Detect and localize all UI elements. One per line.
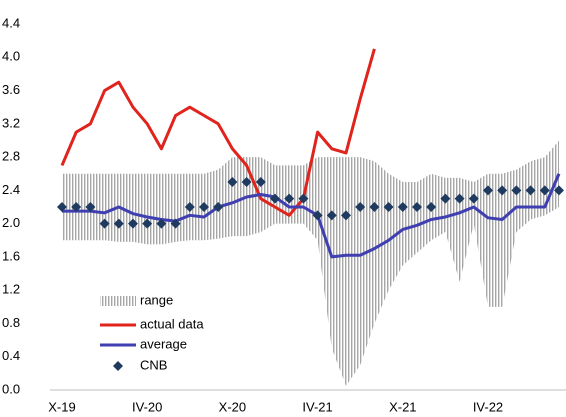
cnb-marker xyxy=(341,210,351,221)
y-tick-label: 3.6 xyxy=(2,82,20,97)
series-line xyxy=(60,48,376,217)
y-tick-label: 1.6 xyxy=(2,248,20,263)
cnb-marker xyxy=(142,218,153,229)
y-tick-label: 2.0 xyxy=(2,215,20,230)
cnb-marker xyxy=(426,202,437,212)
cnb-marker xyxy=(312,210,323,221)
x-tick-label: X-20 xyxy=(219,399,246,414)
x-tick-label: X-19 xyxy=(48,399,75,414)
range-band xyxy=(62,140,559,386)
cnb-marker xyxy=(326,210,337,221)
x-tick-label: IV-22 xyxy=(473,399,503,414)
legend-label: CNB xyxy=(140,357,167,372)
x-tick-label: X-21 xyxy=(389,399,416,414)
cnb-marker xyxy=(85,202,96,212)
cnb-marker xyxy=(170,218,181,229)
cnb-marker xyxy=(227,177,238,188)
cnb-marker xyxy=(539,185,550,196)
cnb-marker xyxy=(511,185,522,196)
y-tick-label: 1.2 xyxy=(2,282,20,297)
cnb-marker xyxy=(270,193,280,204)
cnb-marker xyxy=(213,202,224,212)
y-tick-label: 3.2 xyxy=(2,115,20,130)
cnb-marker xyxy=(57,202,67,212)
y-tick-label: 2.4 xyxy=(2,182,20,197)
cnb-marker xyxy=(468,193,479,204)
x-tick-label: IV-20 xyxy=(132,399,162,414)
x-tick-label: IV-21 xyxy=(302,399,332,414)
legend-swatch xyxy=(100,296,136,306)
cnb-marker xyxy=(554,185,564,196)
cnb-marker xyxy=(397,202,408,212)
cnb-marker xyxy=(99,218,110,229)
y-tick-label: 0.4 xyxy=(2,348,20,363)
legend-label: average xyxy=(140,336,187,351)
legend-label: range xyxy=(140,292,173,307)
cnb-marker xyxy=(412,202,422,212)
legend-swatch xyxy=(113,361,123,371)
y-tick-label: 4.4 xyxy=(2,15,20,30)
cnb-marker xyxy=(128,218,138,229)
cnb-marker xyxy=(241,177,252,188)
cnb-marker xyxy=(497,185,508,196)
cnb-marker xyxy=(369,202,380,212)
y-tick-label: 0.0 xyxy=(2,381,20,396)
cnb-marker xyxy=(71,202,82,212)
cnb-marker xyxy=(355,202,366,212)
cnb-marker xyxy=(483,185,493,196)
legend-label: actual data xyxy=(140,316,204,331)
y-tick-label: 4.0 xyxy=(2,49,20,64)
series-line xyxy=(62,173,561,259)
cnb-marker xyxy=(113,218,124,229)
cnb-marker xyxy=(156,218,167,229)
cnb-marker xyxy=(184,202,195,212)
cnb-marker xyxy=(525,185,536,196)
cnb-marker xyxy=(284,193,295,204)
cnb-marker xyxy=(383,202,394,212)
cnb-marker xyxy=(199,202,209,212)
y-tick-label: 0.8 xyxy=(2,315,20,330)
cnb-marker xyxy=(298,193,309,204)
cnb-marker xyxy=(255,177,266,188)
y-tick-label: 2.8 xyxy=(2,149,20,164)
cnb-marker xyxy=(440,193,451,204)
cnb-marker xyxy=(454,193,465,204)
